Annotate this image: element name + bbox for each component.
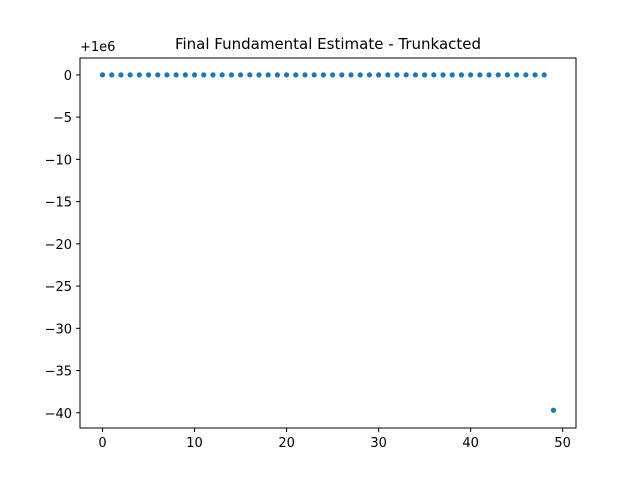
- data-point: [320, 72, 326, 78]
- data-point: [504, 72, 511, 78]
- data-point: [228, 72, 234, 78]
- data-point: [265, 72, 271, 78]
- data-point: [403, 72, 409, 78]
- data-point: [541, 72, 547, 78]
- data-point: [422, 72, 428, 78]
- data-point: [458, 72, 465, 78]
- data-point: [477, 72, 483, 78]
- data-point: [283, 72, 290, 78]
- data-point: [191, 72, 198, 78]
- data-point: [366, 72, 373, 78]
- data-point: [339, 72, 345, 78]
- data-point: [330, 72, 336, 78]
- data-point: [201, 72, 207, 78]
- data-point: [293, 72, 299, 78]
- data-point: [99, 72, 106, 78]
- data-point: [449, 72, 455, 78]
- y-axis-ticks: 0 −5 −10 −15 −20 −25 −30 −35 −40: [45, 69, 80, 422]
- y-tick-label: −30: [45, 322, 72, 337]
- data-point: [311, 72, 317, 78]
- data-point: [145, 72, 152, 78]
- y-tick-label: −15: [45, 196, 72, 211]
- data-point: [550, 407, 557, 413]
- data-point: [523, 72, 529, 78]
- data-point: [495, 72, 501, 78]
- chart-title: Final Fundamental Estimate - Trunkacted: [175, 35, 481, 53]
- x-tick-label: 10: [186, 436, 203, 451]
- data-point: [274, 72, 280, 78]
- data-point: [532, 72, 538, 78]
- data-point: [210, 72, 216, 78]
- data-point: [182, 72, 188, 78]
- data-point: [357, 72, 363, 78]
- data-point: [256, 72, 262, 78]
- data-point: [376, 72, 382, 78]
- data-point: [127, 72, 133, 78]
- data-point: [155, 72, 161, 78]
- data-point: [118, 72, 124, 78]
- data-point: [173, 72, 179, 78]
- y-tick-label: −10: [45, 153, 72, 168]
- data-point: [431, 72, 437, 78]
- data-point: [394, 72, 400, 78]
- y-tick-label: −5: [53, 111, 72, 126]
- data-point: [302, 72, 308, 78]
- data-point: [219, 72, 225, 78]
- x-tick-label: 0: [98, 436, 106, 451]
- x-tick-label: 50: [554, 436, 571, 451]
- data-point: [247, 72, 253, 78]
- data-point: [514, 72, 520, 78]
- x-axis-ticks: 0 10 20 30 40 50: [98, 428, 571, 451]
- y-tick-label: −25: [45, 280, 72, 295]
- x-tick-label: 20: [278, 436, 295, 451]
- y-tick-label: −35: [45, 365, 72, 380]
- data-point: [348, 72, 354, 78]
- data-point: [468, 72, 474, 78]
- data-point: [109, 72, 115, 78]
- x-tick-label: 30: [370, 436, 387, 451]
- plot-area-frame: [79, 57, 577, 429]
- y-tick-label: −20: [45, 238, 72, 253]
- data-point: [440, 72, 446, 78]
- data-point: [412, 72, 419, 78]
- data-point: [164, 72, 170, 78]
- y-axis-offset-label: +1e6: [80, 40, 115, 55]
- data-point: [237, 72, 244, 78]
- y-tick-label: −40: [45, 407, 72, 422]
- data-point: [136, 72, 142, 78]
- y-tick-label: 0: [64, 69, 72, 84]
- data-point: [385, 72, 391, 78]
- data-points: [99, 72, 557, 413]
- data-point: [486, 72, 492, 78]
- x-tick-label: 40: [462, 436, 479, 451]
